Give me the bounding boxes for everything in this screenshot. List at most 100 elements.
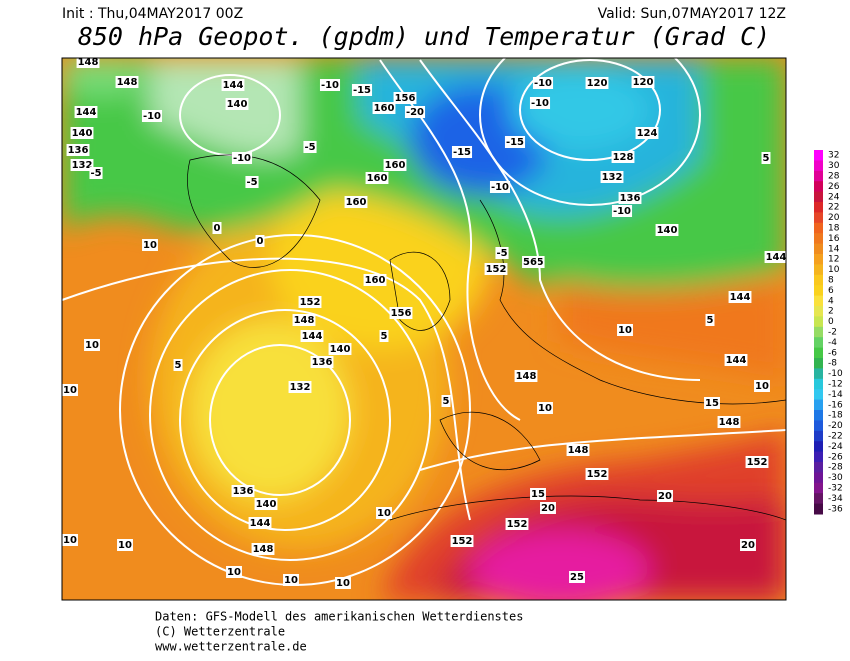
colorbar-swatch <box>814 493 823 505</box>
contour-label: -15 <box>451 146 473 158</box>
contour-label-text: -15 <box>353 85 371 96</box>
contour-label-bg <box>141 110 163 122</box>
colorbar-label: -10 <box>828 369 843 379</box>
contour-label-bg <box>231 485 255 497</box>
contour-label-text: 144 <box>726 355 747 366</box>
contour-label-bg <box>585 77 609 89</box>
colorbar-label: -34 <box>828 494 843 504</box>
contour-label-bg <box>450 535 474 547</box>
colorbar-label: -30 <box>828 473 843 483</box>
contour-label-text: 5 <box>707 315 714 326</box>
contour-label-text: 148 <box>117 77 138 88</box>
colorbar-swatch <box>814 243 823 255</box>
contour-label-text: 148 <box>253 544 274 555</box>
contour-label: 152 <box>450 535 474 547</box>
contour-label-bg <box>484 263 508 275</box>
contour-label: 160 <box>363 274 387 286</box>
contour-label: -15 <box>504 136 526 148</box>
contour-label-bg <box>226 566 242 578</box>
colorbar: 32302826242220181614121086420-2-4-6-8-10… <box>814 150 843 515</box>
contour-label-bg <box>514 370 538 382</box>
contour-label-text: -5 <box>90 168 101 179</box>
contour-label: 156 <box>389 307 413 319</box>
contour-label-text: -5 <box>246 177 257 188</box>
contour-label: 136 <box>310 356 334 368</box>
contour-label-text: 144 <box>302 331 323 342</box>
contour-label-text: 10 <box>284 575 298 586</box>
contour-label-text: 15 <box>531 489 545 500</box>
contour-label: 140 <box>70 127 94 139</box>
colorbar-swatch <box>814 222 823 234</box>
contour-label-bg <box>344 196 368 208</box>
contour-label-text: 160 <box>385 160 406 171</box>
contour-label: 10 <box>335 577 351 589</box>
contour-label-text: 152 <box>587 469 608 480</box>
colorbar-label: 28 <box>828 172 840 182</box>
colorbar-label: -28 <box>828 463 843 473</box>
contour-label: 144 <box>728 291 752 303</box>
contour-label: -10 <box>319 79 341 91</box>
contour-label: 148 <box>76 57 100 68</box>
contour-label-text: 10 <box>336 578 350 589</box>
contour-label-text: -5 <box>304 142 315 153</box>
contour-label: 160 <box>344 196 368 208</box>
contour-label-bg <box>70 127 94 139</box>
contour-label-text: -20 <box>406 107 424 118</box>
contour-label-text: 20 <box>658 491 672 502</box>
contour-label-text: 144 <box>766 252 787 263</box>
contour-label-text: 148 <box>719 417 740 428</box>
contour-label-bg <box>363 274 387 286</box>
contour-label: 10 <box>62 534 78 546</box>
colorbar-swatch <box>814 389 823 401</box>
contour-label-bg <box>764 251 786 263</box>
contour-label-text: -10 <box>531 98 549 109</box>
contour-label: 144 <box>221 79 245 91</box>
contour-label-text: 124 <box>637 128 658 139</box>
contour-label-text: 160 <box>346 197 367 208</box>
contour-label: 10 <box>754 380 770 392</box>
contour-label-text: 152 <box>507 519 528 530</box>
contour-label-bg <box>115 76 139 88</box>
map-title: 850 hPa Geopot. (gpdm) und Temperatur (G… <box>78 22 770 51</box>
contour-label-text: 20 <box>541 503 555 514</box>
colorbar-swatch <box>814 378 823 390</box>
contour-label-text: 140 <box>72 128 93 139</box>
contour-label-bg <box>505 518 529 530</box>
colorbar-label: 10 <box>828 265 840 275</box>
contour-label: 132 <box>70 159 94 171</box>
contour-label-bg <box>245 176 259 188</box>
contour-label-bg <box>537 402 553 414</box>
colorbar-swatch <box>814 410 823 421</box>
contour-label-text: 10 <box>618 325 632 336</box>
contour-label-text: -10 <box>143 111 161 122</box>
colorbar-swatch <box>814 503 823 515</box>
colorbar-label: -6 <box>828 348 837 358</box>
contour-label-bg <box>89 167 103 179</box>
colorbar-label: 6 <box>828 286 834 296</box>
colorbar-label: -4 <box>828 338 837 348</box>
contour-label: 20 <box>540 502 556 514</box>
contour-label-bg <box>728 291 752 303</box>
contour-label-text: 140 <box>657 225 678 236</box>
contour-label-text: 136 <box>620 193 641 204</box>
contour-label-text: 148 <box>78 57 99 68</box>
colorbar-label: -24 <box>828 442 843 452</box>
colorbar-label: 32 <box>828 151 839 161</box>
contour-label: -10 <box>489 181 511 193</box>
colorbar-swatch <box>814 170 823 182</box>
contour-label-text: 152 <box>747 457 768 468</box>
contour-label: 152 <box>585 468 609 480</box>
contour-label-text: 25 <box>570 572 584 583</box>
contour-label-text: 0 <box>214 223 221 234</box>
contour-label-bg <box>379 330 389 342</box>
contour-label-bg <box>74 106 98 118</box>
footer-copyright: (C) Wetterzentrale <box>155 625 285 639</box>
colorbar-label: 24 <box>828 192 840 202</box>
contour-label-bg <box>62 384 78 396</box>
footer-url: www.wetterzentrale.de <box>155 640 307 654</box>
contour-label-bg <box>404 106 426 118</box>
contour-label: 148 <box>717 416 741 428</box>
geopotential-contours <box>62 58 786 586</box>
